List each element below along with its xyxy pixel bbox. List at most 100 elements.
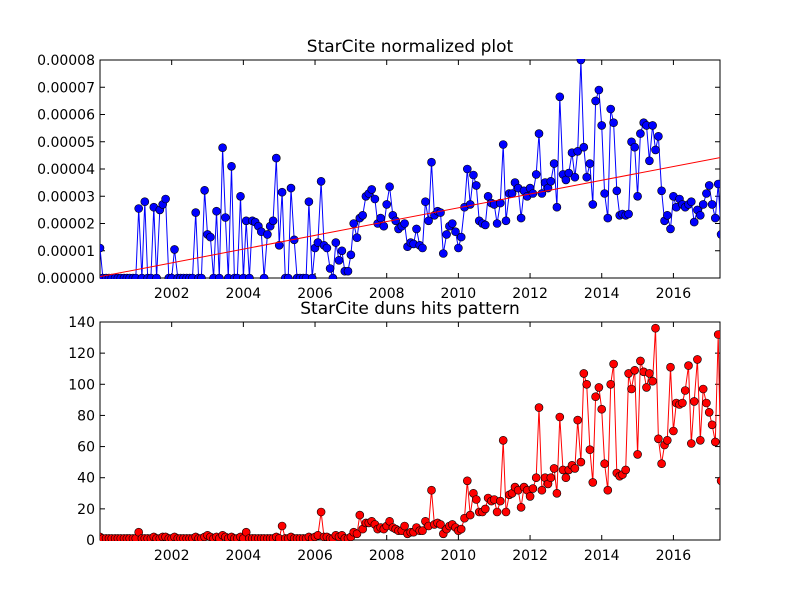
data-point — [412, 224, 421, 234]
data-point — [666, 224, 675, 234]
data-point — [161, 194, 170, 204]
data-point — [516, 213, 526, 223]
data-point — [698, 200, 708, 209]
data-point — [645, 156, 654, 166]
data-point — [710, 213, 720, 223]
data-point — [594, 85, 604, 95]
data-point — [603, 213, 613, 223]
data-point — [552, 202, 562, 212]
data-point — [197, 273, 206, 279]
data-point — [451, 227, 460, 236]
data-point — [355, 510, 365, 520]
data-point — [549, 159, 559, 168]
data-point — [662, 435, 672, 445]
data-point — [555, 412, 565, 422]
data-point — [693, 355, 702, 364]
x-axis-ticks: 2002 2004 2006 2008 2010 2012 2014 2016 — [154, 60, 691, 302]
data-point — [588, 200, 598, 209]
x-tick-label: 2014 — [584, 286, 620, 302]
data-point — [600, 189, 609, 198]
data-point — [689, 397, 699, 406]
data-point — [206, 232, 215, 242]
data-point — [603, 485, 613, 495]
data-point — [591, 96, 600, 106]
data-point — [654, 434, 663, 444]
data-point — [630, 365, 640, 375]
data-point — [218, 143, 227, 152]
data-point — [579, 142, 589, 152]
data-point — [531, 170, 541, 179]
data-point — [716, 230, 720, 239]
data-point — [597, 121, 607, 130]
data-point — [612, 186, 622, 196]
data-point — [534, 403, 544, 412]
data-point — [304, 197, 314, 206]
data-point — [212, 206, 221, 216]
duns-hits-chart: StarCite duns hits pattern 2002 2004 2006 2… — [68, 299, 721, 564]
data-point — [358, 211, 368, 220]
data-point — [698, 384, 708, 394]
plot-area — [100, 323, 720, 541]
data-point — [274, 241, 284, 250]
data-point — [469, 170, 478, 180]
data-point — [591, 392, 600, 402]
data-point — [597, 404, 607, 414]
data-point — [465, 510, 475, 520]
y-tick-label: 20 — [77, 502, 95, 518]
data-point — [695, 435, 705, 445]
data-point — [400, 521, 409, 531]
data-point — [385, 182, 394, 191]
data-point — [259, 273, 269, 279]
data-point — [427, 157, 436, 167]
data-point — [689, 217, 699, 227]
x-tick-label: 2010 — [441, 286, 477, 302]
data-point — [684, 361, 693, 370]
data-point — [704, 181, 714, 190]
data-point — [370, 194, 380, 204]
data-point — [498, 140, 508, 149]
data-point — [346, 250, 356, 260]
data-point — [495, 198, 505, 208]
data-point — [585, 159, 595, 168]
data-point — [651, 145, 660, 155]
data-point — [654, 132, 663, 141]
data-point — [666, 362, 675, 372]
data-point — [630, 142, 640, 152]
y-tick-label: 140 — [68, 315, 95, 331]
data-point — [325, 264, 335, 273]
data-point — [352, 233, 362, 242]
data-point — [707, 420, 717, 430]
data-point — [680, 386, 690, 395]
data-point — [501, 507, 511, 517]
x-tick-label: 2004 — [226, 286, 262, 302]
data-point — [200, 186, 209, 195]
data-point — [307, 273, 317, 279]
data-point — [636, 356, 645, 366]
data-point — [337, 246, 347, 256]
data-point — [480, 220, 490, 230]
x-tick-label: 2012 — [512, 548, 548, 564]
y-tick-label: 40 — [77, 471, 95, 487]
data-point — [462, 476, 472, 486]
data-point — [442, 230, 451, 239]
data-point — [100, 243, 105, 253]
data-point — [400, 219, 409, 228]
x-tick-label: 2014 — [584, 548, 620, 564]
y-tick-label: 0.00007 — [37, 80, 95, 96]
data-point — [606, 104, 616, 114]
data-point — [376, 213, 385, 223]
y-tick-label: 0.00001 — [37, 244, 95, 260]
data-point — [546, 473, 556, 483]
data-point — [678, 398, 687, 408]
data-point — [418, 526, 427, 536]
y-tick-label: 0.00003 — [37, 189, 95, 205]
data-point — [438, 249, 448, 258]
y-tick-label: 80 — [77, 408, 95, 424]
data-point — [471, 181, 481, 190]
data-point — [642, 383, 651, 392]
data-point — [316, 177, 326, 186]
data-point — [707, 200, 717, 209]
data-point — [236, 192, 245, 201]
data-point — [170, 245, 179, 254]
